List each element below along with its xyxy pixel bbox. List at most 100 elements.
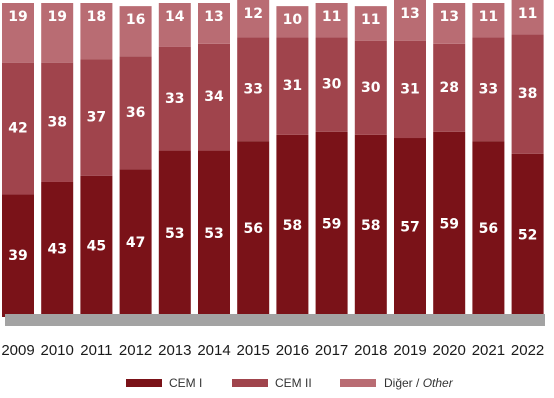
bar-value-label: 10 (283, 12, 303, 28)
bar-segment-2022-1 (511, 153, 544, 317)
bar-value-label: 31 (400, 81, 419, 97)
bar-segment-2011-2 (80, 59, 113, 176)
bar-segment-2012-3 (119, 6, 152, 57)
x-tick-label: 2013 (158, 342, 191, 359)
bar-segment-2019-1 (394, 138, 426, 317)
bar-segment-2018-3 (354, 6, 387, 41)
bar-segment-2018-1 (354, 134, 387, 317)
x-tick-label: 2019 (393, 342, 426, 359)
bar-segment-2020-3 (433, 3, 466, 44)
bar-value-label: 11 (518, 6, 537, 22)
bar-value-label: 34 (204, 89, 224, 105)
bar-value-label: 19 (47, 9, 66, 25)
legend-swatch-other (340, 379, 376, 387)
bar-value-label: 39 (8, 248, 27, 264)
bar-value-label: 33 (165, 91, 184, 107)
bar-value-label: 57 (400, 220, 419, 236)
bar-value-label: 31 (283, 78, 302, 94)
bar-segment-2011-3 (80, 3, 113, 60)
bar-value-label: 56 (479, 221, 498, 237)
bar-value-label: 59 (322, 216, 341, 232)
bar-segment-2018-2 (354, 40, 387, 135)
bar-value-label: 16 (126, 12, 145, 28)
legend-label-cem-i: CEM I (169, 376, 202, 390)
bar-segment-2010-1 (41, 181, 74, 317)
bar-value-label: 52 (518, 227, 537, 243)
bar-value-label: 38 (47, 114, 66, 130)
bar-value-label: 13 (439, 9, 458, 25)
bar-value-label: 11 (322, 9, 341, 25)
bar-segment-2021-3 (472, 3, 505, 38)
legend-label-other-main: Diğer / (384, 376, 423, 390)
bar-value-label: 47 (126, 235, 145, 251)
x-tick-label: 2021 (472, 342, 505, 359)
bar-segment-2020-1 (433, 131, 466, 317)
bar-segment-2013-2 (158, 46, 191, 151)
bar-value-label: 59 (439, 216, 458, 232)
bar-segment-2020-2 (433, 43, 466, 132)
bar-segment-2014-3 (198, 3, 230, 44)
bar-value-label: 11 (361, 12, 380, 28)
bar-value-label: 13 (204, 9, 223, 25)
bar-segment-2015-2 (237, 37, 270, 142)
bar-segment-2022-3 (511, 0, 544, 35)
legend-swatch-cem-ii (232, 379, 268, 387)
bar-value-label: 19 (8, 9, 27, 25)
bar-value-label: 14 (165, 9, 185, 25)
bar-segment-2010-2 (41, 62, 74, 182)
bar-value-label: 58 (283, 218, 302, 234)
legend-label-cem-ii: CEM II (275, 376, 312, 390)
bar-value-label: 11 (479, 9, 498, 25)
bar-value-label: 28 (439, 80, 458, 96)
x-tick-label: 2009 (1, 342, 34, 359)
bar-segment-2009-1 (2, 194, 34, 317)
bar-segment-2012-1 (119, 169, 152, 317)
bar-value-label: 53 (165, 226, 184, 242)
chart-base-band (5, 314, 545, 326)
x-tick-label: 2015 (237, 342, 270, 359)
bar-labels-group: 39 42 19 43 38 19 45 37 18 47 36 16 53 33 14 53 34 13 56 33… (8, 6, 537, 264)
bar-value-label: 43 (47, 241, 66, 257)
bar-value-label: 13 (400, 6, 419, 22)
bar-segment-2010-3 (41, 3, 74, 63)
bar-segment-2022-2 (511, 34, 544, 154)
bar-segment-2016-1 (276, 134, 309, 317)
bar-segment-2016-2 (276, 37, 309, 135)
bar-segment-2019-2 (394, 40, 426, 139)
bar-value-label: 30 (361, 80, 381, 96)
x-tick-label: 2017 (315, 342, 348, 359)
bar-segment-2014-1 (198, 150, 230, 317)
legend: CEM I CEM II Diğer / Other (126, 376, 454, 390)
legend-label-other-italic: Other (423, 376, 454, 390)
bar-value-label: 58 (361, 218, 380, 234)
bar-segment-2017-1 (315, 131, 348, 317)
bar-value-label: 56 (243, 221, 262, 237)
bar-segment-2009-2 (2, 62, 34, 195)
bar-segment-2011-1 (80, 175, 113, 317)
x-tick-label: 2012 (119, 342, 152, 359)
bar-segment-2021-2 (472, 37, 505, 142)
x-tick-label: 2022 (511, 342, 544, 359)
bar-value-label: 12 (243, 6, 262, 22)
bar-value-label: 45 (87, 238, 106, 254)
bar-segment-2015-1 (237, 141, 270, 317)
x-tick-label: 2020 (433, 342, 466, 359)
bar-segment-2013-3 (158, 3, 191, 47)
bar-segment-2017-3 (315, 3, 348, 38)
bar-value-label: 42 (8, 121, 27, 137)
x-tick-label: 2010 (41, 342, 74, 359)
bar-value-label: 37 (87, 110, 106, 126)
bars-group (2, 0, 544, 317)
bar-value-label: 33 (243, 81, 262, 97)
bar-segment-2016-3 (276, 6, 309, 38)
x-tick-label: 2014 (197, 342, 230, 359)
x-tick-label: 2016 (276, 342, 309, 359)
bar-segment-2014-2 (198, 43, 230, 151)
bar-segment-2009-3 (2, 3, 34, 63)
x-tick-label: 2011 (80, 342, 112, 359)
bar-segment-2017-2 (315, 37, 348, 132)
bar-value-label: 30 (322, 77, 342, 93)
bar-segment-2021-1 (472, 141, 505, 317)
bar-segment-2015-3 (237, 0, 270, 38)
